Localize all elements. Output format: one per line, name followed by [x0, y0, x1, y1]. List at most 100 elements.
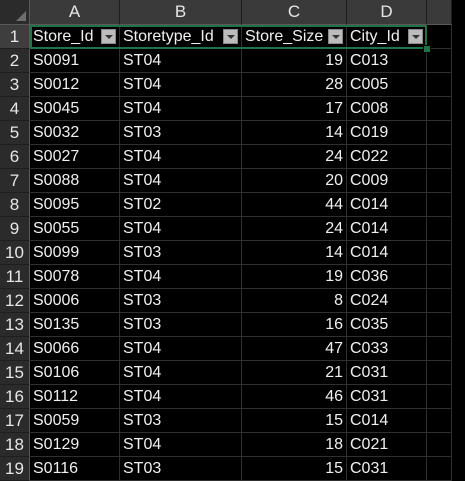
row-header-10[interactable]: 10 [0, 241, 30, 265]
cell-store-id[interactable]: S0129 [30, 433, 120, 457]
column-header-b[interactable]: B [120, 0, 242, 25]
row-header-19[interactable]: 19 [0, 457, 30, 481]
empty-cell[interactable] [427, 265, 452, 289]
cell-city-id[interactable]: C008 [347, 97, 427, 121]
fill-handle[interactable] [423, 45, 431, 53]
empty-cell[interactable] [427, 241, 452, 265]
row-header-4[interactable]: 4 [0, 97, 30, 121]
cell-storetype-id[interactable]: ST03 [120, 457, 242, 481]
cell-city-id[interactable]: C005 [347, 73, 427, 97]
row-header-16[interactable]: 16 [0, 385, 30, 409]
cell-store-size[interactable]: 15 [242, 457, 347, 481]
cell-store-id[interactable]: S0045 [30, 97, 120, 121]
cell-storetype-id[interactable]: ST02 [120, 193, 242, 217]
empty-cell[interactable] [427, 433, 452, 457]
empty-cell[interactable] [427, 337, 452, 361]
cell-city-id[interactable]: C014 [347, 409, 427, 433]
cell-storetype-id[interactable]: ST04 [120, 265, 242, 289]
cell-city-id[interactable]: C031 [347, 361, 427, 385]
row-header-7[interactable]: 7 [0, 169, 30, 193]
cell-store-id[interactable]: S0106 [30, 361, 120, 385]
empty-cell[interactable] [427, 73, 452, 97]
cell-store-id[interactable]: S0012 [30, 73, 120, 97]
cell-city-id[interactable]: C033 [347, 337, 427, 361]
empty-cell[interactable] [427, 193, 452, 217]
column-header-d[interactable]: D [347, 0, 427, 25]
cell-store-size[interactable]: 20 [242, 169, 347, 193]
cell-store-size[interactable]: 15 [242, 409, 347, 433]
cell-store-size[interactable]: 8 [242, 289, 347, 313]
empty-cell[interactable] [427, 313, 452, 337]
empty-cell[interactable] [427, 121, 452, 145]
cell-store-size[interactable]: 17 [242, 97, 347, 121]
empty-cell[interactable] [427, 97, 452, 121]
cell-storetype-id[interactable]: ST04 [120, 97, 242, 121]
cell-store-id[interactable]: S0088 [30, 169, 120, 193]
cell-city-id[interactable]: C031 [347, 457, 427, 481]
empty-cell[interactable] [427, 457, 452, 481]
row-header-12[interactable]: 12 [0, 289, 30, 313]
cell-store-id[interactable]: S0099 [30, 241, 120, 265]
cell-store-id[interactable]: S0091 [30, 49, 120, 73]
row-header-8[interactable]: 8 [0, 193, 30, 217]
cell-store-id[interactable]: S0006 [30, 289, 120, 313]
empty-cell[interactable] [427, 361, 452, 385]
row-header-11[interactable]: 11 [0, 265, 30, 289]
cell-storetype-id[interactable]: ST04 [120, 49, 242, 73]
row-header-3[interactable]: 3 [0, 73, 30, 97]
row-header-6[interactable]: 6 [0, 145, 30, 169]
cell-store-id[interactable]: S0059 [30, 409, 120, 433]
cell-store-size[interactable]: 18 [242, 433, 347, 457]
row-header-17[interactable]: 17 [0, 409, 30, 433]
cell-city-id[interactable]: C021 [347, 433, 427, 457]
empty-cell[interactable] [427, 169, 452, 193]
cell-store-size[interactable]: 14 [242, 241, 347, 265]
cell-storetype-id[interactable]: ST04 [120, 169, 242, 193]
row-header-2[interactable]: 2 [0, 49, 30, 73]
filter-dropdown-icon[interactable] [328, 29, 343, 44]
empty-cell[interactable] [427, 145, 452, 169]
cell-storetype-id[interactable]: ST04 [120, 145, 242, 169]
row-header-13[interactable]: 13 [0, 313, 30, 337]
cell-store-id[interactable]: S0066 [30, 337, 120, 361]
cell-city-id[interactable]: C009 [347, 169, 427, 193]
cell-store-id[interactable]: S0135 [30, 313, 120, 337]
cell-store-id[interactable]: S0055 [30, 217, 120, 241]
cell-city-id[interactable]: C014 [347, 193, 427, 217]
empty-cell[interactable] [427, 409, 452, 433]
cell-city-id[interactable]: C024 [347, 289, 427, 313]
cell-store-size[interactable]: 19 [242, 49, 347, 73]
cell-storetype-id[interactable]: ST04 [120, 433, 242, 457]
empty-cell[interactable] [427, 385, 452, 409]
cell-store-id[interactable]: S0095 [30, 193, 120, 217]
row-header-1[interactable]: 1 [0, 25, 30, 49]
empty-cell[interactable] [427, 25, 452, 49]
column-header-a[interactable]: A [30, 0, 120, 25]
column-header-e[interactable] [427, 0, 452, 25]
cell-storetype-id[interactable]: ST03 [120, 409, 242, 433]
cell-store-size[interactable]: 14 [242, 121, 347, 145]
cell-storetype-id[interactable]: ST03 [120, 241, 242, 265]
cell-store-size[interactable]: 28 [242, 73, 347, 97]
cell-store-size[interactable]: 24 [242, 217, 347, 241]
cell-store-size[interactable]: 24 [242, 145, 347, 169]
cell-storetype-id[interactable]: ST03 [120, 289, 242, 313]
row-header-9[interactable]: 9 [0, 217, 30, 241]
cell-storetype-id[interactable]: ST04 [120, 217, 242, 241]
empty-cell[interactable] [427, 49, 452, 73]
cell-store-size[interactable]: 44 [242, 193, 347, 217]
row-header-18[interactable]: 18 [0, 433, 30, 457]
cell-store-size[interactable]: 47 [242, 337, 347, 361]
cell-city-id[interactable]: C014 [347, 217, 427, 241]
column-header-c[interactable]: C [242, 0, 347, 25]
cell-storetype-id[interactable]: ST04 [120, 337, 242, 361]
cell-storetype-id[interactable]: ST03 [120, 313, 242, 337]
cell-storetype-id[interactable]: ST03 [120, 121, 242, 145]
cell-city-id[interactable]: C031 [347, 385, 427, 409]
cell-storetype-id[interactable]: ST04 [120, 73, 242, 97]
row-header-15[interactable]: 15 [0, 361, 30, 385]
cell-store-size[interactable]: 21 [242, 361, 347, 385]
cell-city-id[interactable]: C014 [347, 241, 427, 265]
cell-store-id[interactable]: S0027 [30, 145, 120, 169]
filter-dropdown-icon[interactable] [223, 29, 238, 44]
